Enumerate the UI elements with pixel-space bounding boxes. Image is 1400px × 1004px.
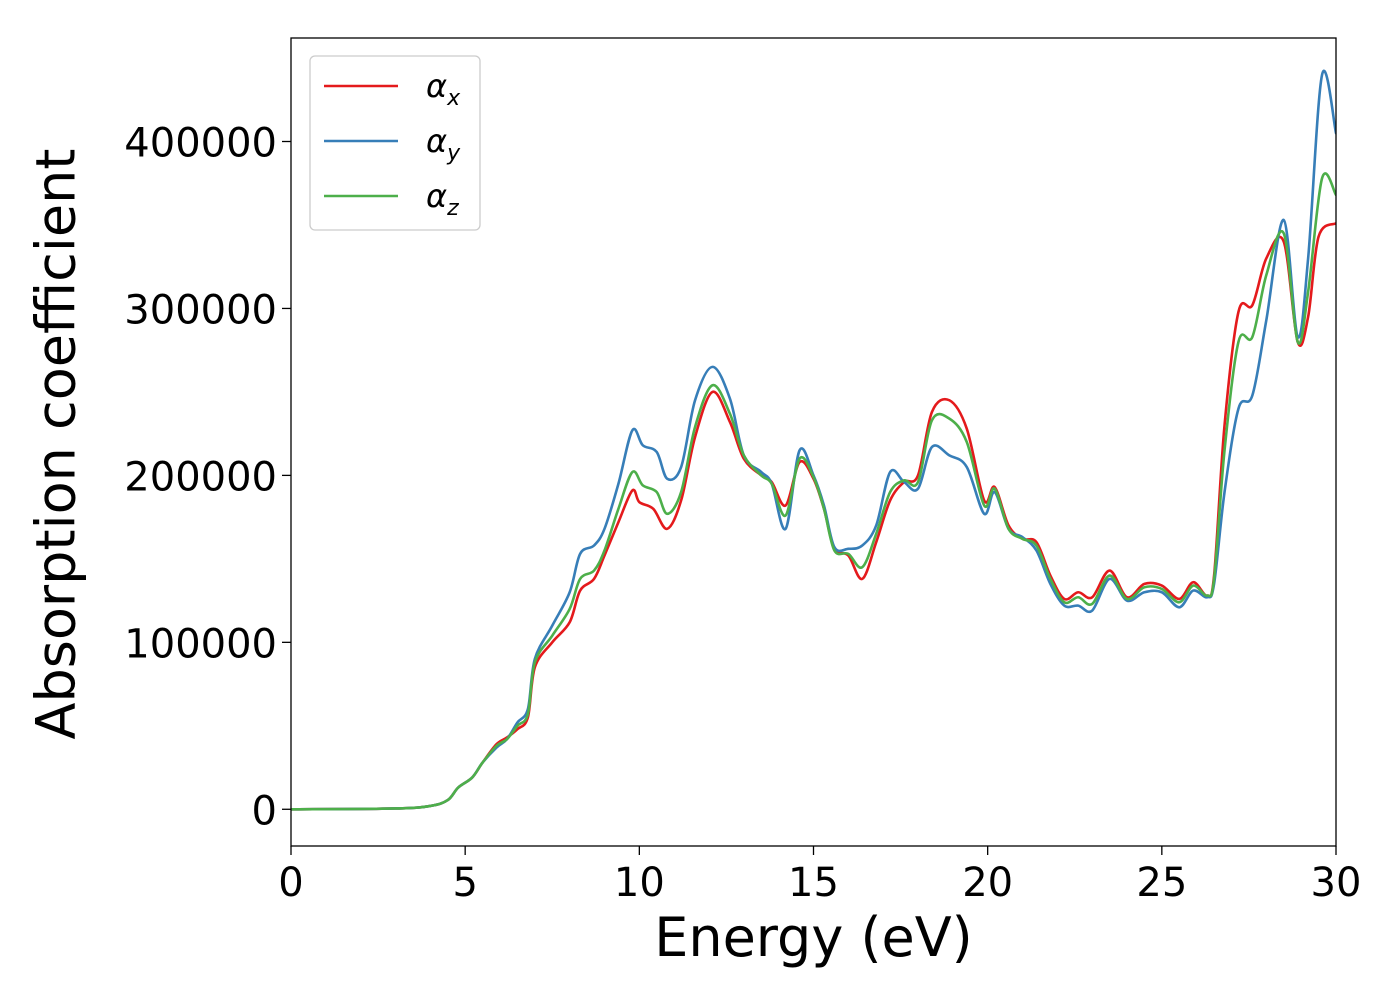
y-tick-label: 0 [252,788,277,834]
series-line-z [291,172,1336,811]
x-tick-label: 15 [788,860,839,906]
x-tick-label: 30 [1311,860,1362,906]
ticks-layer: 0 5 10 15 20 25 30 0 100000 200000 300000 400000 [124,121,1361,906]
x-tick-label: 20 [962,860,1013,906]
series-line-x [291,222,1336,811]
legend-label-x: αx [426,67,461,111]
y-tick-label: 100000 [124,621,277,667]
legend: αx αy αz [309,55,481,231]
x-tick-label: 25 [1136,860,1187,906]
plot-frame [290,37,1337,847]
y-tick-label: 300000 [124,287,277,333]
x-axis-title: Energy (eV) [654,906,973,969]
x-tick-label: 0 [278,860,303,906]
series-layer [291,69,1336,811]
legend-label-y: αy [426,122,461,166]
x-tick-label: 5 [452,860,477,906]
legend-label-z: αz [426,177,459,221]
y-tick-label: 200000 [124,454,277,500]
legend-box [309,55,481,231]
y-tick-label: 400000 [124,121,277,167]
x-tick-label: 10 [614,860,665,906]
y-axis-title: Absorption coefficient [25,149,88,740]
